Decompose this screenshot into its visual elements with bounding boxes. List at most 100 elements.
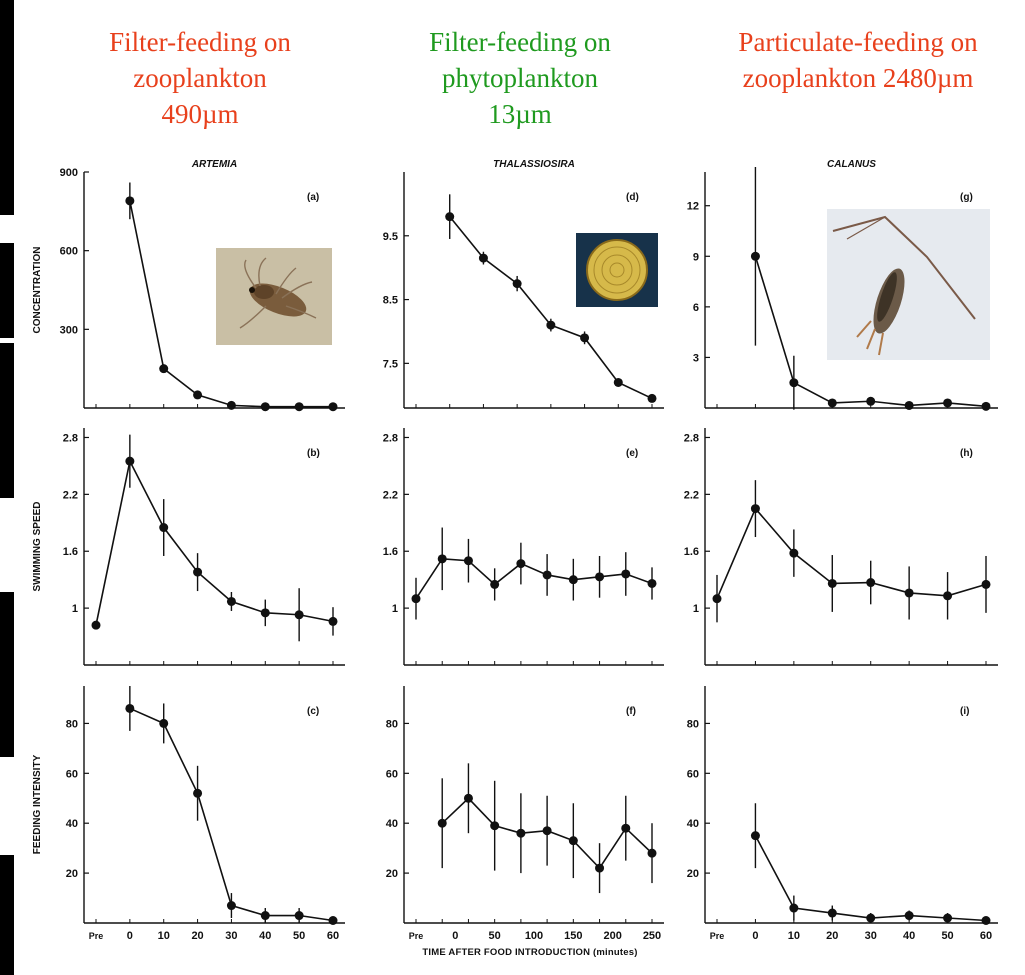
data-point: [445, 212, 455, 222]
y-tick-label: 6: [693, 302, 699, 314]
y-tick-label: 12: [687, 201, 699, 213]
data-point: [827, 398, 837, 408]
y-tick-label: 3: [693, 352, 699, 364]
data-point: [981, 401, 991, 411]
x-tick-label: 20: [826, 930, 838, 942]
y-tick-label: 2.2: [684, 489, 699, 501]
column-title-line: Filter-feeding on: [109, 27, 291, 57]
x-tick-label: 0: [127, 930, 133, 942]
data-point: [260, 402, 270, 412]
data-point: [595, 863, 605, 873]
y-tick-label: 2.2: [63, 489, 78, 501]
x-tick-label: 50: [941, 930, 953, 942]
data-point: [125, 456, 135, 466]
y-tick-label: 1: [72, 603, 78, 615]
data-point: [789, 548, 799, 558]
x-tick-label: 100: [525, 930, 543, 942]
column-title-calanus: Particulate-feeding on zooplankton 2480µ…: [698, 24, 1018, 96]
y-tick-label: 2.8: [383, 432, 398, 444]
y-tick-label: 2.2: [383, 489, 398, 501]
data-point: [750, 831, 760, 841]
data-point: [328, 402, 338, 412]
data-point: [580, 333, 590, 343]
column-title-line: zooplankton: [133, 63, 267, 93]
x-tick-label: Pre: [409, 931, 424, 941]
left-edge-bars: [0, 0, 14, 975]
data-point: [827, 908, 837, 918]
data-point: [542, 826, 552, 836]
data-point: [789, 903, 799, 913]
y-tick-label: 1.6: [383, 546, 398, 558]
data-point: [904, 911, 914, 921]
data-point: [193, 788, 203, 798]
data-point: [712, 594, 722, 604]
data-point: [159, 364, 169, 374]
y-tick-label: 7.5: [383, 358, 398, 370]
y-tick-label: 1.6: [684, 546, 699, 558]
shared-x-axis-label: TIME AFTER FOOD INTRODUCTION (minutes): [422, 947, 638, 958]
y-tick-label: 60: [687, 768, 699, 780]
x-tick-label: 40: [903, 930, 915, 942]
y-tick-label: 80: [687, 718, 699, 730]
panel-label: (e): [626, 448, 638, 459]
data-point: [904, 588, 914, 598]
data-point: [463, 793, 473, 803]
calanus-photo: [827, 209, 990, 360]
data-point: [827, 578, 837, 588]
y-tick-label: 40: [66, 818, 78, 830]
data-point: [516, 828, 526, 838]
x-tick-label: 150: [564, 930, 582, 942]
x-tick-label: 200: [603, 930, 621, 942]
y-tick-label: 20: [687, 868, 699, 880]
data-point: [750, 251, 760, 261]
column-title-line: 490µm: [161, 99, 239, 129]
y-tick-label: 2.8: [63, 432, 78, 444]
data-point: [943, 398, 953, 408]
y-tick-label: 40: [687, 818, 699, 830]
x-tick-label: Pre: [710, 931, 725, 941]
data-point: [328, 916, 338, 926]
thalassiosira-photo: [576, 233, 658, 307]
series-line: [95, 458, 334, 626]
panel-label: (g): [960, 192, 973, 203]
panel-label: (c): [307, 706, 319, 717]
column-title-thalassiosira: Filter-feeding on phytoplankton 13µm: [360, 24, 680, 132]
x-tick-label: 10: [158, 930, 170, 942]
x-tick-label: 30: [865, 930, 877, 942]
column-title-line: zooplankton 2480µm: [742, 63, 974, 93]
panel-label: (h): [960, 448, 973, 459]
x-tick-label: 50: [293, 930, 305, 942]
data-point: [294, 911, 304, 921]
y-axis-label: SWIMMING SPEED: [32, 501, 43, 591]
data-point: [981, 579, 991, 589]
data-point: [437, 554, 447, 564]
y-tick-label: 8.5: [383, 295, 398, 307]
data-point: [260, 911, 270, 921]
y-tick-label: 9.5: [383, 231, 398, 243]
panel-label: (b): [307, 448, 320, 459]
column-title-artemia: Filter-feeding on zooplankton 490µm: [40, 24, 360, 132]
data-point: [437, 818, 447, 828]
data-point: [260, 608, 270, 618]
data-point: [226, 400, 236, 410]
data-point: [294, 610, 304, 620]
y-tick-label: 1: [693, 603, 699, 615]
y-axis-label: FEEDING INTENSITY: [32, 754, 43, 854]
x-tick-label: 20: [191, 930, 203, 942]
y-tick-label: 300: [60, 324, 78, 336]
panel-label: (a): [307, 192, 319, 203]
data-point: [647, 578, 657, 588]
data-point: [613, 377, 623, 387]
data-point: [226, 596, 236, 606]
x-tick-label: 60: [980, 930, 992, 942]
y-tick-label: 80: [386, 718, 398, 730]
data-point: [943, 591, 953, 601]
y-tick-label: 1.6: [63, 546, 78, 558]
x-tick-label: 10: [788, 930, 800, 942]
data-point: [595, 572, 605, 582]
data-point: [546, 320, 556, 330]
data-point: [647, 393, 657, 403]
panel-label: (i): [960, 706, 969, 717]
y-axis-label: CONCENTRATION: [32, 246, 43, 333]
x-tick-label: 0: [752, 930, 758, 942]
